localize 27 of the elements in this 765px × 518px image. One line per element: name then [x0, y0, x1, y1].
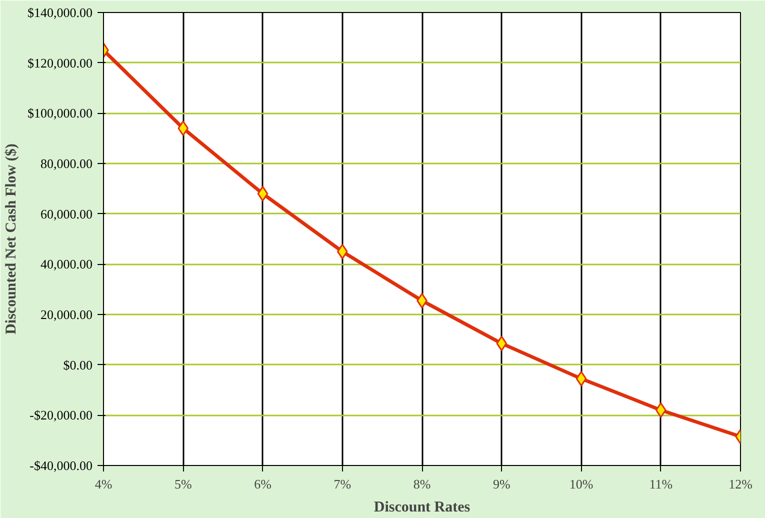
y-tick-label: $120,000.00 [28, 55, 92, 70]
x-axis-title: Discount Rates [374, 500, 470, 516]
y-tick-label: -$20,000.00 [30, 408, 93, 423]
point [178, 120, 189, 136]
x-tick-label: 8% [413, 476, 431, 492]
x-tick-label: 4% [94, 476, 112, 492]
x-tick-label: 6% [254, 476, 272, 492]
point [655, 402, 666, 418]
x-tick-label: 5% [174, 476, 192, 492]
y-axis-title: Discounted Net Cash Flow ($) [4, 144, 20, 334]
point [336, 244, 348, 260]
y-tick-label: -$40,000.00 [30, 458, 93, 473]
y-tick-label: 80,000.00 [40, 156, 92, 171]
y-tick-label: $140,000.00 [28, 5, 92, 20]
point [257, 186, 268, 202]
y-tick-label: $0.00 [63, 357, 92, 372]
point [496, 336, 508, 352]
x-tick-label: 11% [649, 476, 673, 492]
y-tick-label: $100,000.00 [28, 106, 92, 121]
x-tick-label: 10% [569, 476, 594, 492]
x-tick-label: 9% [492, 476, 510, 492]
y-tick-label: 60,000.00 [40, 206, 92, 222]
x-tick-label: 12% [728, 476, 753, 492]
x-tick-label: 7% [334, 476, 352, 492]
y-tick-label: 20,000.00 [40, 307, 92, 322]
y-tick-label: 40,000.00 [40, 256, 92, 272]
point [576, 370, 587, 386]
